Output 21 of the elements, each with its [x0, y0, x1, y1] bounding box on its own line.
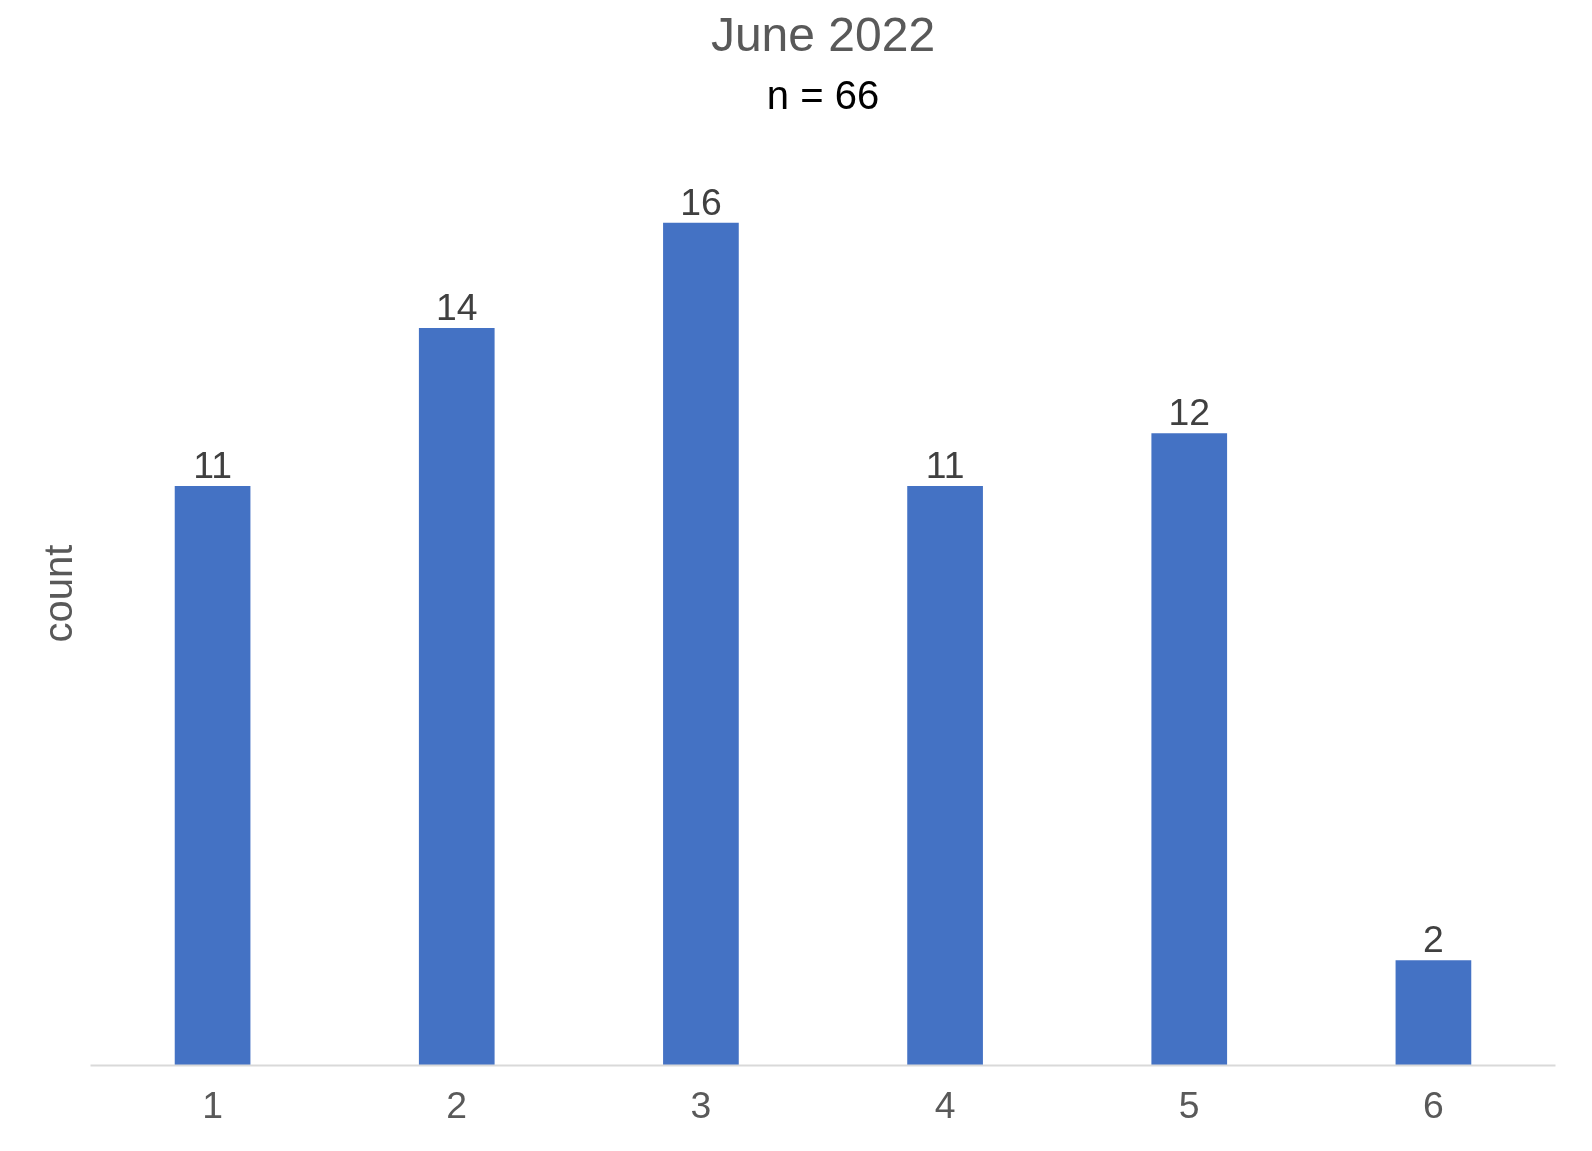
data-label: 11: [925, 444, 965, 487]
bar: [663, 222, 739, 1066]
x-tick-label: 4: [934, 1083, 956, 1126]
x-tick-label: 2: [446, 1083, 468, 1126]
bar: [174, 486, 251, 1066]
x-tick-label: 1: [202, 1083, 223, 1126]
chart-subtitle: n = 66: [766, 72, 880, 117]
y-axis-title: count: [35, 544, 80, 643]
x-tick-label: 3: [690, 1083, 712, 1126]
bar: [1151, 433, 1228, 1066]
data-label: 16: [680, 180, 722, 223]
data-label: 14: [435, 286, 478, 328]
data-label: 2: [1423, 918, 1444, 961]
data-label: 12: [1168, 391, 1211, 434]
x-tick-label: 6: [1423, 1083, 1444, 1126]
data-label: 11: [193, 444, 232, 487]
bar: [907, 486, 983, 1066]
x-tick-label: 5: [1178, 1083, 1200, 1126]
chart-title: June 2022: [710, 7, 936, 61]
bar: [418, 328, 495, 1066]
bar: [1395, 960, 1472, 1066]
